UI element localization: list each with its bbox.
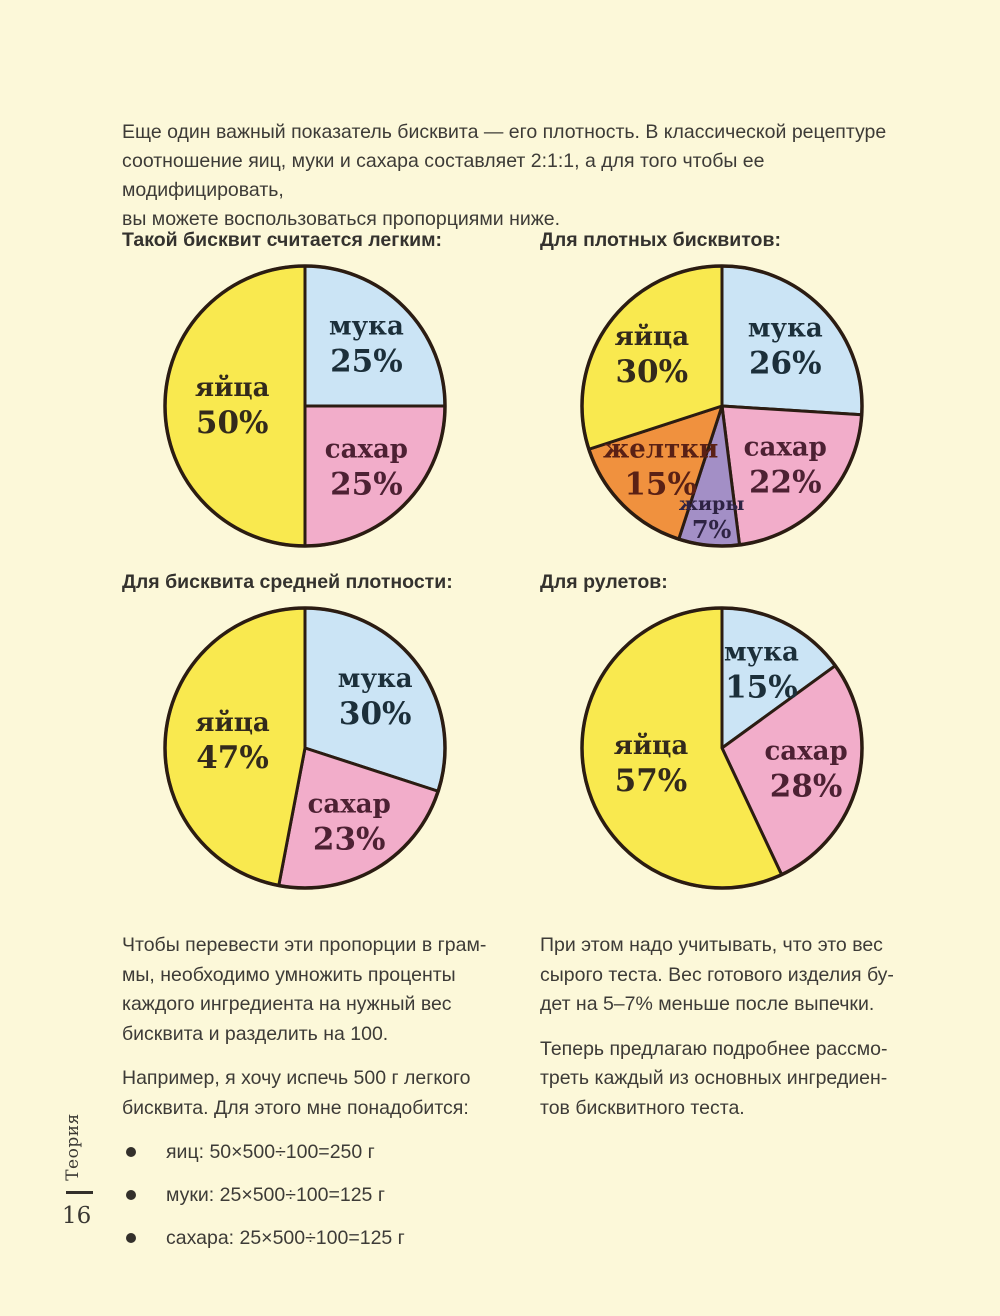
page-number: 16 — [62, 1203, 92, 1229]
chart-title-rolls: Для рулетов: — [540, 571, 668, 593]
list-item-text: муки: 25×500÷100=125 г — [166, 1184, 385, 1206]
pie-outline — [580, 606, 864, 890]
pie-label-eggs: яйца 30% — [615, 322, 690, 390]
pie-label-yolks: желтки 15% — [603, 434, 718, 502]
pie-label-flour: мука 25% — [329, 312, 404, 380]
list-item-eggs: яиц: 50×500÷100=250 г — [122, 1138, 562, 1166]
pie-label-eggs: яйца 47% — [195, 708, 270, 776]
list-item-text: сахара: 25×500÷100=125 г — [166, 1227, 405, 1249]
pie-svg: мука 25% сахар 25% яйца 50% — [163, 264, 447, 548]
bullet-dot-icon — [126, 1233, 136, 1243]
grams-conversion-paragraph: Чтобы перевести эти пропорции в грам- мы… — [122, 934, 487, 1045]
pie-label-eggs: яйца 57% — [614, 731, 689, 799]
example-paragraph: Например, я хочу испечь 500 г легкого би… — [122, 1067, 471, 1119]
next-section-paragraph: Теперь предлагаю подробнее рассмо- треть… — [540, 1037, 888, 1119]
chart-title-light-biscuit: Такой бисквит считается легким: — [122, 229, 442, 251]
pie-svg: мука 15% сахар 28% яйца 57% — [580, 606, 864, 890]
intro-paragraph: Еще один важный показатель бисквита — ег… — [122, 121, 887, 230]
pie-label-sugar: сахар 22% — [744, 432, 827, 500]
ingredients-calculation-list: яиц: 50×500÷100=250 г муки: 25×500÷100=1… — [122, 1138, 562, 1252]
pie-chart-rolls: мука 15% сахар 28% яйца 57% — [572, 598, 872, 898]
pie-label-flour: мука 30% — [338, 664, 413, 732]
chart-title-medium-biscuit: Для бисквита средней плотности: — [122, 571, 453, 593]
chapter-sidebar-label: Теория — [63, 1113, 83, 1181]
pie-outline — [580, 264, 864, 548]
chart-title-dense-biscuit: Для плотных бисквитов: — [540, 229, 781, 251]
pie-label-flour: мука 15% — [724, 638, 799, 706]
list-item-sugar: сахара: 25×500÷100=125 г — [122, 1224, 562, 1252]
pie-label-sugar: сахар 28% — [764, 737, 847, 805]
pie-chart-dense-biscuit: мука 26% сахар 22% жиры 7% желтки 15% яйца 30% — [572, 256, 872, 556]
left-text-column: Чтобы перевести эти пропорции в грам- мы… — [122, 931, 562, 1267]
sidebar-rule — [66, 1191, 93, 1194]
pie-label-sugar: сахар 23% — [308, 790, 391, 858]
pie-label-sugar: сахар 25% — [325, 434, 408, 502]
pie-chart-light-biscuit: мука 25% сахар 25% яйца 50% — [155, 256, 455, 556]
pie-label-flour: мука 26% — [748, 314, 823, 382]
list-item-flour: муки: 25×500÷100=125 г — [122, 1181, 562, 1209]
bullet-dot-icon — [126, 1147, 136, 1157]
list-item-text: яиц: 50×500÷100=250 г — [166, 1141, 375, 1163]
bullet-dot-icon — [126, 1190, 136, 1200]
pie-outline — [163, 606, 447, 890]
pie-outline — [163, 264, 447, 548]
pie-svg: мука 26% сахар 22%жиры 7%желтки 15% яйца 30% — [580, 264, 864, 548]
pie-chart-medium-biscuit: мука 30% сахар 23% яйца 47% — [155, 598, 455, 898]
pie-label-fats: жиры 7% — [679, 493, 745, 544]
pie-label-eggs: яйца 50% — [195, 373, 270, 441]
raw-dough-weight-paragraph: При этом надо учитывать, что это вес сыр… — [540, 934, 894, 1015]
pie-svg: мука 30% сахар 23% яйца 47% — [163, 606, 447, 890]
right-text-column: При этом надо учитывать, что это вес сыр… — [540, 931, 960, 1138]
